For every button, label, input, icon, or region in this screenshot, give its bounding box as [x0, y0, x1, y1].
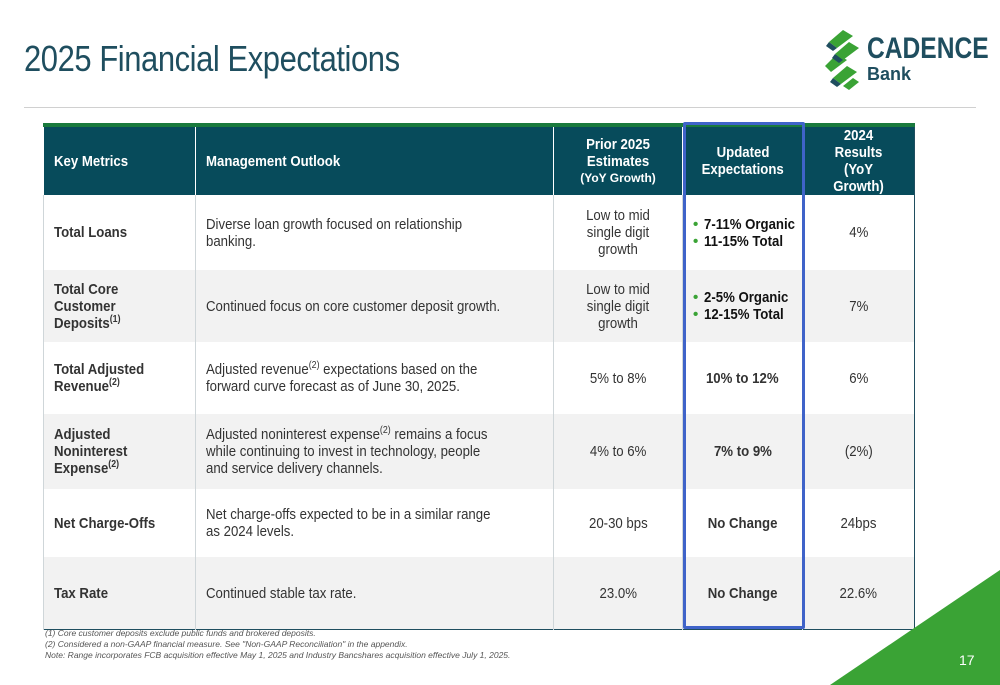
logo-wordmark: CADENCE: [867, 32, 989, 65]
metric-adjusted-revenue: Total Adjusted Revenue(2): [43, 342, 196, 414]
footnotes: (1) Core customer deposits exclude publi…: [45, 628, 510, 661]
page-title: 2025 Financial Expectations: [24, 38, 400, 79]
list-item: • 2-5% Organic: [693, 289, 789, 306]
financial-expectations-table: Key Metrics Management Outlook Prior 202…: [43, 123, 915, 630]
footnote-note: Note: Range incorporates FCB acquisition…: [45, 650, 511, 660]
metric-tax-rate: Tax Rate: [43, 557, 196, 630]
result-2024-cell: 4%: [802, 195, 915, 270]
result-2024-cell: (2%): [802, 414, 915, 489]
result-2024-cell: 6%: [802, 342, 915, 414]
prior-estimate-cell: 5% to 8%: [553, 342, 683, 414]
prior-estimate-cell: Low to mid single digit growth: [553, 195, 683, 270]
page-number: 17: [959, 652, 975, 668]
list-item: • 11-15% Total: [693, 232, 784, 250]
prior-estimate-cell: 4% to 6%: [553, 414, 683, 489]
list-item: • 12-15% Total: [693, 306, 784, 323]
result-2024-cell: 7%: [802, 270, 915, 342]
footnote-2: (2) Considered a non-GAAP financial meas…: [45, 639, 408, 649]
updated-expectation-cell: • 7-11% Organic • 11-15% Total: [682, 195, 803, 270]
header-updated-expectations: Updated Expectations: [682, 123, 803, 195]
table-row: Total Adjusted Revenue(2) Adjusted reven…: [43, 342, 915, 414]
footnote-1: (1) Core customer deposits exclude publi…: [45, 628, 316, 638]
header-prior-estimates: Prior 2025 Estimates (YoY Growth): [553, 123, 683, 195]
table-row: Net Charge-Offs Net charge-offs expected…: [43, 489, 915, 557]
list-item: • 7-11% Organic: [693, 215, 796, 233]
header-key-metrics: Key Metrics: [43, 123, 196, 195]
prior-estimate-cell: 20-30 bps: [553, 489, 683, 557]
outlook-cell: Adjusted revenue(2) expectations based o…: [195, 342, 554, 414]
metric-net-charge-offs: Net Charge-Offs: [43, 489, 196, 557]
outlook-cell: Diverse loan growth focused on relations…: [195, 195, 554, 270]
updated-expectation-cell: • 2-5% Organic • 12-15% Total: [682, 270, 803, 342]
prior-estimate-cell: Low to mid single digit growth: [553, 270, 683, 342]
outlook-cell: Continued stable tax rate.: [195, 557, 554, 630]
table-row: Total Loans Diverse loan growth focused …: [43, 195, 915, 270]
table-row: Total Core Customer Deposits(1) Continue…: [43, 270, 915, 342]
corner-decoration: [830, 570, 1000, 685]
header-management-outlook: Management Outlook: [195, 123, 554, 195]
outlook-cell: Net charge-offs expected to be in a simi…: [195, 489, 554, 557]
updated-expectation-cell: No Change: [682, 557, 803, 630]
table-row: Adjusted Noninterest Expense(2) Adjusted…: [43, 414, 915, 489]
updated-expectation-cell: No Change: [682, 489, 803, 557]
cadence-bank-logo: CADENCE Bank: [823, 28, 989, 92]
outlook-cell: Adjusted noninterest expense(2) remains …: [195, 414, 554, 489]
prior-estimate-cell: 23.0%: [553, 557, 683, 630]
metric-total-loans: Total Loans: [43, 195, 196, 270]
updated-expectation-cell: 7% to 9%: [682, 414, 803, 489]
logo-subtitle: Bank: [867, 64, 912, 84]
metric-noninterest-expense: Adjusted Noninterest Expense(2): [43, 414, 196, 489]
outlook-cell: Continued focus on core customer deposit…: [195, 270, 554, 342]
result-2024-cell: 24bps: [802, 489, 915, 557]
title-divider: [24, 107, 976, 108]
table-header-row: Key Metrics Management Outlook Prior 202…: [43, 123, 915, 195]
cadence-leaf-icon: [825, 30, 859, 90]
updated-expectation-cell: 10% to 12%: [682, 342, 803, 414]
header-2024-results: 2024 Results (YoY Growth): [802, 123, 915, 195]
table-row: Tax Rate Continued stable tax rate. 23.0…: [43, 557, 915, 630]
metric-core-deposits: Total Core Customer Deposits(1): [43, 270, 196, 342]
